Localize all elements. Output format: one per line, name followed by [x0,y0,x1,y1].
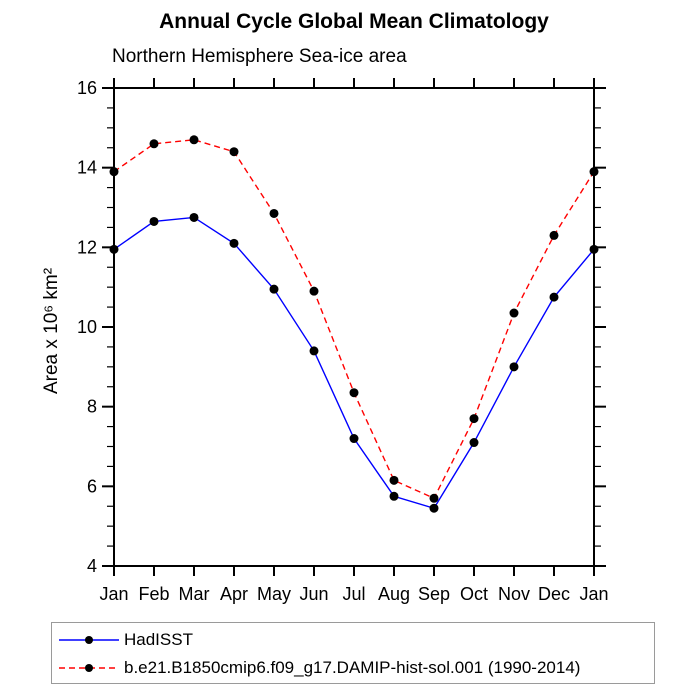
data-point [109,244,119,254]
x-tick-label: Sep [418,584,450,604]
legend-line-sample [59,664,119,672]
y-tick-label: 10 [77,317,97,337]
x-tick-label: Aug [378,584,410,604]
x-tick-label: Dec [538,584,570,604]
data-point [229,238,239,248]
data-point [189,212,199,222]
legend-item: HadISST [52,626,654,654]
data-point [549,230,559,240]
data-point [349,434,359,444]
x-tick-label: Feb [138,584,169,604]
data-point [309,286,319,296]
data-point [389,475,399,485]
y-tick-label: 16 [77,78,97,98]
data-point [469,414,479,424]
x-tick-label: Oct [460,584,488,604]
x-tick-label: Apr [220,584,248,604]
data-point [389,491,399,501]
x-tick-label: Jan [99,584,128,604]
y-axis-title: Area x 10⁶ km² [41,267,62,395]
y-tick-label: 6 [87,476,97,496]
data-point [149,139,159,149]
data-point [109,167,119,177]
data-point [349,388,359,398]
data-point [229,147,239,157]
y-tick-label: 14 [77,158,97,178]
data-point [309,346,319,356]
data-point [189,135,199,145]
legend-label: HadISST [124,630,193,649]
x-tick-label: May [257,584,291,604]
data-point [549,292,559,302]
data-point [589,167,599,177]
x-tick-label: Mar [179,584,210,604]
series-line-1 [113,139,595,500]
plot-area: 4 6 8 10 12 14 16 Jan Feb Mar Apr May Jun Jul Aug Sep Oc… [77,78,609,604]
data-point [509,362,519,372]
plot-box [113,87,595,567]
x-tick-label: Nov [498,584,530,604]
legend-label: b.e21.B1850cmip6.f09_g17.DAMIP-hist-sol.… [124,658,581,677]
x-tick-label: Jul [342,584,365,604]
data-point [589,244,599,254]
data-point [509,308,519,318]
legend: HadISST b.e21.B1850cmip6.f09_g17.DAMIP-hi… [51,622,655,684]
data-point [269,208,279,218]
legend-marker-icon [85,636,93,644]
x-tick-label: Jan [579,584,608,604]
legend-item: b.e21.B1850cmip6.f09_g17.DAMIP-hist-sol.… [52,654,654,682]
y-tick-label: 8 [87,397,97,417]
data-point [469,438,479,448]
y-tick-label: 4 [87,556,97,576]
data-point [269,284,279,294]
data-point [429,493,439,503]
legend-marker-icon [85,664,93,672]
legend-line-sample [59,636,119,644]
chart-title: Annual Cycle Global Mean Climatology [159,10,549,33]
y-tick-label: 12 [77,237,97,257]
chart-subtitle: Northern Hemisphere Sea-ice area [112,46,407,67]
data-point [429,503,439,513]
data-point [149,216,159,226]
x-tick-label: Jun [299,584,328,604]
series-line-0 [113,216,595,510]
